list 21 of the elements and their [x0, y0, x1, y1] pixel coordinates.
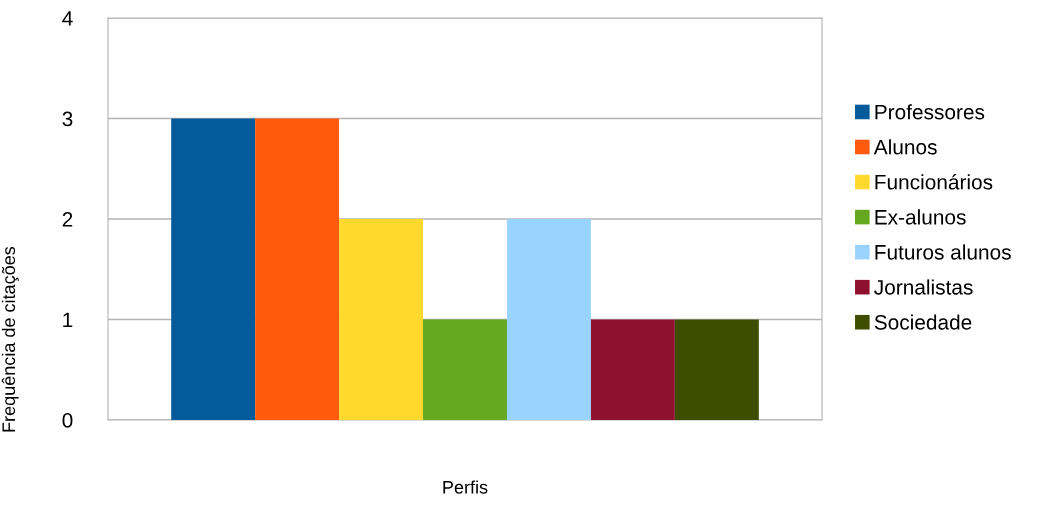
y-tick-label: 1 — [63, 312, 73, 328]
bar — [339, 219, 424, 420]
legend-label: Ex-alunos — [875, 209, 966, 225]
bar — [171, 118, 256, 420]
legend-label: Funcionários — [875, 174, 993, 190]
y-tick-label: 2 — [62, 212, 73, 227]
x-axis-title: Perfis — [443, 480, 488, 494]
bar — [506, 219, 591, 420]
y-tick-label: 0 — [62, 413, 73, 428]
legend-label: Professores — [875, 104, 985, 120]
legend-label: Futuros alunos — [875, 244, 1011, 260]
bar — [255, 118, 340, 420]
bar — [590, 319, 675, 420]
legend-label: Jornalistas — [874, 279, 973, 295]
y-tick-label: 3 — [62, 111, 73, 127]
bar — [674, 319, 759, 420]
y-tick-label: 4 — [62, 11, 73, 26]
legend-label: Sociedade — [874, 314, 972, 330]
y-axis-title: Frequência de citações — [1, 246, 19, 432]
legend-label: Alunos — [873, 139, 937, 155]
bar — [423, 319, 507, 420]
